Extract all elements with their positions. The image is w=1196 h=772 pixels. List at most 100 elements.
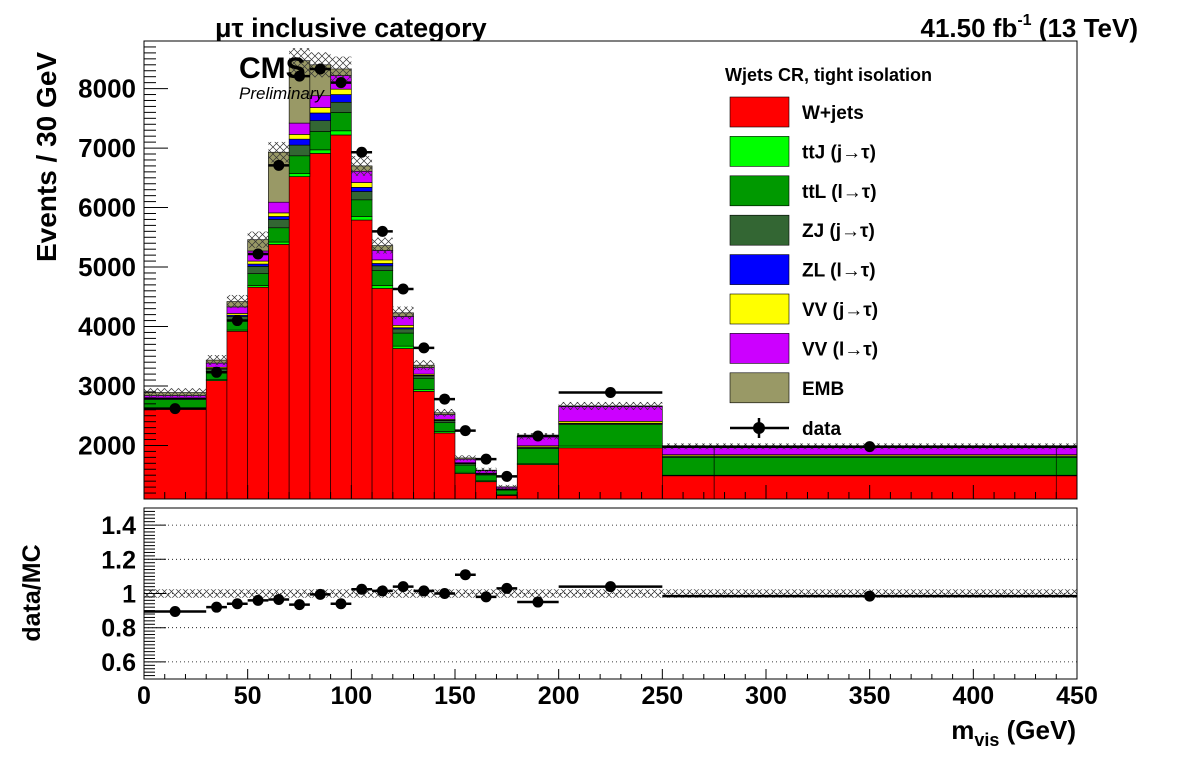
main-ytick-label-8000: 8000 (78, 74, 136, 104)
ratio-ytick-label-1.2: 1.2 (101, 546, 136, 574)
main-y-axis: 2000 3000 4000 5000 6000 7000 8000 (78, 46, 168, 494)
x-axis-title: mvis (GeV) (951, 715, 1076, 750)
ratio-unc-3 (247, 589, 269, 598)
stack-unc-15 (496, 484, 518, 489)
stack-bar-0-12 (433, 432, 456, 500)
stack-bar-2-20 (1055, 457, 1078, 476)
xtick-label-150: 150 (434, 682, 476, 710)
legend-label-zl: ZL (l→τ) (802, 261, 876, 282)
legend-entry-zl: ZL (l→τ) (729, 254, 876, 285)
ratio-point-8 (356, 583, 368, 595)
ratio-unc-19 (714, 589, 1057, 598)
ratio-point-14 (480, 591, 492, 603)
data-point-0 (169, 403, 181, 415)
ratio-unc-18 (662, 589, 715, 598)
stack-bar-2-18 (662, 457, 715, 476)
ratio-point-2 (231, 598, 243, 610)
ratio-points (144, 569, 1077, 617)
main-ytick-label-3000: 3000 (78, 371, 136, 401)
main-plot-panel: 2000 3000 4000 5000 6000 7000 8000 Events / 30… (31, 40, 1078, 500)
xtick-label-200: 200 (538, 682, 580, 710)
stack-bar-1-10 (392, 345, 414, 349)
data-point-14 (480, 453, 492, 465)
data-point-8 (356, 146, 368, 158)
stack-bar-4-8 (351, 187, 373, 192)
x-axis-title-rest: (GeV) (999, 715, 1076, 745)
legend-swatch-emb (729, 372, 790, 404)
ratio-plot-panel: 0.6 0.8 1 1.2 1.4 0 50 100 150 200 250 300 350 400 45… (18, 507, 1098, 750)
stack-bar-1-9 (371, 285, 394, 289)
x-axis: 0 50 100 150 200 250 300 350 400 450 (137, 669, 1098, 710)
ratio-point-17 (605, 581, 616, 593)
stack-unc-5 (289, 48, 310, 74)
xtick-label-0: 0 (137, 682, 151, 710)
stack-bar-2-5 (288, 155, 311, 174)
stack-bar-4-9 (371, 263, 394, 267)
stack-bar-1-6 (309, 149, 331, 154)
data-point-6 (314, 63, 326, 75)
ratio-point-3 (252, 594, 264, 606)
ratio-y-axis-title: data/MC (18, 544, 46, 641)
xtick-label-300: 300 (745, 682, 787, 710)
data-point-12 (439, 393, 451, 405)
stack-bar-2-3 (247, 273, 269, 286)
ratio-unc-2 (226, 589, 248, 598)
data-point-5 (294, 70, 305, 82)
stack-bar-2-17 (558, 424, 663, 447)
stack-unc-7 (330, 56, 352, 82)
stacked-histogram (143, 60, 1078, 500)
stack-bar-2-19 (713, 457, 1057, 476)
stack-bar-2-10 (392, 332, 414, 347)
stack-bar-5-5 (288, 134, 311, 140)
data-point-16 (532, 430, 544, 442)
main-ytick-label-7000: 7000 (78, 133, 136, 163)
stack-bar-0-0 (143, 408, 207, 500)
stack-bar-4-7 (330, 94, 352, 103)
stack-unc-14 (475, 467, 497, 473)
legend-label-ttj: ttJ (j→τ) (802, 142, 876, 163)
ratio-ytick-label-0.6: 0.6 (101, 649, 136, 677)
legend-label-vvl: VV (l→τ) (802, 339, 878, 360)
data-point-15 (501, 470, 513, 482)
ratio-point-11 (418, 585, 430, 597)
stack-bar-2-14 (475, 474, 497, 482)
stack-bar-0-10 (392, 348, 414, 500)
legend-entry-wjets: W+jets (729, 96, 864, 128)
stack-unc-17 (558, 401, 663, 410)
stack-bar-5-8 (351, 182, 373, 188)
legend-swatch-vvl (729, 333, 790, 364)
stack-bar-4-4 (268, 216, 290, 220)
stack-bar-3-8 (351, 191, 373, 201)
stack-unc-13 (455, 455, 476, 461)
legend-entry-emb: EMB (729, 372, 844, 404)
data-point-4 (273, 159, 285, 171)
data-point-1 (211, 366, 223, 378)
legend-data-label: data (802, 419, 842, 440)
stack-bar-6-5 (288, 122, 311, 135)
ratio-unc-0 (144, 589, 207, 598)
data-point-3 (252, 248, 264, 260)
xtick-label-50: 50 (234, 682, 262, 710)
stack-bar-3-9 (371, 265, 394, 271)
legend-swatch-ttj (729, 136, 790, 167)
ratio-ytick-label-1: 1 (122, 581, 136, 609)
data-point-2 (231, 315, 243, 327)
legend-swatch-ttl (729, 175, 790, 207)
data-point-7 (335, 77, 347, 89)
data-point-17 (605, 387, 616, 399)
stack-unc-4 (268, 141, 290, 163)
ratio-unc-13 (455, 589, 476, 598)
stack-bar-3-10 (392, 328, 414, 334)
stack-bar-5-4 (268, 212, 290, 217)
ratio-unc-1 (206, 589, 227, 598)
stack-bar-3-5 (288, 144, 311, 157)
legend-swatch-vvj (729, 293, 790, 325)
stack-bar-0-2 (226, 330, 248, 500)
legend-label-emb: EMB (802, 379, 844, 400)
category-rest: inclusive category (244, 13, 487, 43)
stack-bar-1-4 (268, 241, 290, 245)
stack-bar-3-4 (268, 219, 290, 229)
stack-bar-5-9 (371, 259, 394, 264)
stack-bar-2-6 (309, 131, 331, 151)
stack-bar-0-13 (454, 473, 477, 500)
